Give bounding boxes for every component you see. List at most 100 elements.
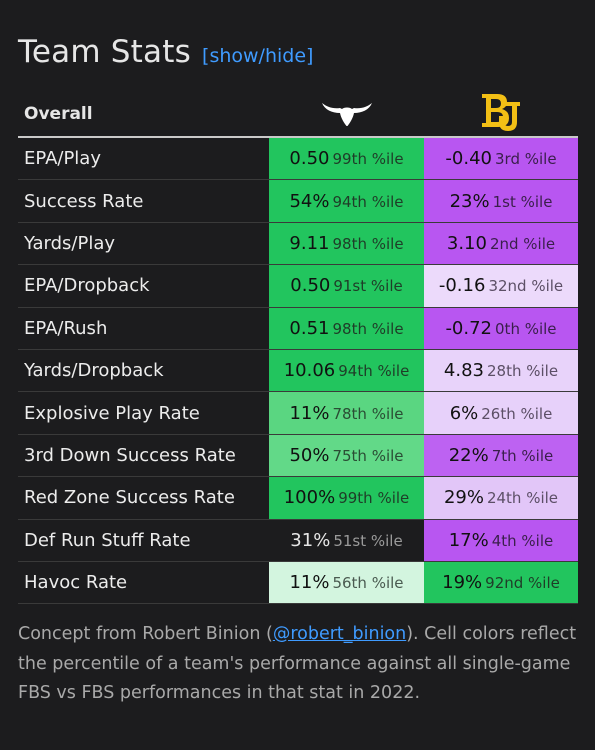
team2-stat-cell: 3.10 2nd %ile — [424, 222, 578, 266]
team2-stat-cell: 19% 92nd %ile — [424, 561, 578, 605]
stat-label: Success Rate — [18, 179, 269, 223]
table-row: Success Rate 54% 94th %ile 23% 1st %ile — [18, 179, 578, 223]
percentile-label: 3rd %ile — [495, 150, 557, 169]
title-row: Team Stats [show/hide] — [18, 34, 313, 70]
team2-stat-cell: -0.40 3rd %ile — [424, 137, 578, 181]
stat-value: 11% — [289, 402, 330, 424]
table-row: Yards/Play 9.11 98th %ile 3.10 2nd %ile — [18, 222, 578, 266]
team-stats-table: Overall EPA/Play 0.50 99th %ile -0.40 3rd %i… — [18, 92, 578, 605]
stat-value: 3.10 — [446, 232, 487, 254]
team2-stat-cell: 6% 26th %ile — [424, 391, 578, 435]
stat-value: -0.72 — [445, 317, 493, 339]
percentile-label: 92nd %ile — [485, 574, 560, 593]
footnote-text-pre: Concept from Robert Binion ( — [18, 624, 273, 644]
percentile-label: 1st %ile — [492, 192, 553, 211]
team2-stat-cell: 4.83 28th %ile — [424, 349, 578, 393]
team1-stat-cell: 50% 75th %ile — [269, 434, 424, 478]
percentile-label: 91st %ile — [333, 277, 403, 296]
table-row: Yards/Dropback 10.06 94th %ile 4.83 28th %il… — [18, 349, 578, 393]
team2-stat-cell: 23% 1st %ile — [424, 179, 578, 223]
percentile-label: 99th %ile — [338, 489, 410, 508]
stat-value: -0.16 — [438, 275, 486, 297]
stat-value: 29% — [443, 487, 484, 509]
team1-stat-cell: 0.51 98th %ile — [269, 307, 424, 350]
stat-value: -0.40 — [445, 148, 492, 170]
team2-stat-cell: -0.72 0th %ile — [424, 307, 578, 350]
percentile-label: 32nd %ile — [488, 277, 564, 296]
show-hide-toggle[interactable]: [show/hide] — [202, 45, 314, 67]
stat-label: 3rd Down Success Rate — [18, 434, 269, 478]
table-row: EPA/Play 0.50 99th %ile -0.40 3rd %ile — [18, 137, 578, 181]
stat-label: EPA/Dropback — [18, 264, 269, 308]
stat-value: 17% — [448, 529, 489, 551]
team1-stat-cell: 10.06 94th %ile — [269, 349, 424, 393]
stat-value: 100% — [283, 487, 336, 509]
stat-value: 22% — [448, 444, 489, 466]
stat-value: 0.50 — [290, 275, 331, 297]
team1-stat-cell: 0.50 99th %ile — [269, 137, 424, 181]
percentile-label: 94th %ile — [338, 362, 410, 381]
table-row: EPA/Dropback 0.50 91st %ile -0.16 32nd %ile — [18, 264, 578, 308]
percentile-label: 94th %ile — [332, 192, 404, 211]
percentile-label: 78th %ile — [332, 404, 404, 423]
stat-value: 31% — [290, 529, 331, 551]
percentile-label: 98th %ile — [332, 234, 404, 253]
team1-stat-cell: 11% 78th %ile — [269, 391, 424, 435]
percentile-label: 2nd %ile — [489, 234, 556, 253]
stat-label: Red Zone Success Rate — [18, 476, 269, 520]
stat-value: 19% — [442, 572, 483, 594]
team1-stat-cell: 31% 51st %ile — [269, 519, 424, 562]
team1-stat-cell: 54% 94th %ile — [269, 179, 424, 223]
team1-header — [269, 92, 424, 138]
stat-label: Havoc Rate — [18, 561, 269, 605]
stat-label: Explosive Play Rate — [18, 391, 269, 435]
page-title: Team Stats — [18, 34, 191, 70]
stat-label: Yards/Play — [18, 222, 269, 266]
stat-value: 9.11 — [289, 232, 330, 254]
stat-label: Yards/Dropback — [18, 349, 269, 393]
percentile-label: 51st %ile — [333, 531, 403, 550]
stat-value: 6% — [449, 402, 479, 424]
table-row: Red Zone Success Rate 100% 99th %ile 29% 24t… — [18, 476, 578, 520]
bu-logo-icon — [480, 94, 522, 136]
longhorn-logo-icon — [321, 103, 373, 132]
team2-stat-cell: -0.16 32nd %ile — [424, 264, 578, 308]
stat-value: 54% — [289, 190, 330, 212]
percentile-label: 98th %ile — [332, 319, 404, 338]
footnote-text-post: ). Cell colors reflect the percentile of… — [18, 624, 577, 703]
table-header-row: Overall — [18, 92, 578, 138]
percentile-label: 75th %ile — [332, 446, 404, 465]
team2-stat-cell: 17% 4th %ile — [424, 519, 578, 562]
stat-value: 50% — [289, 444, 330, 466]
stat-value: 23% — [449, 190, 490, 212]
stat-label: Def Run Stuff Rate — [18, 519, 269, 562]
team1-stat-cell: 9.11 98th %ile — [269, 222, 424, 266]
percentile-label: 24th %ile — [486, 489, 559, 508]
team1-stat-cell: 11% 56th %ile — [269, 561, 424, 605]
percentile-label: 56th %ile — [332, 574, 404, 593]
percentile-label: 99th %ile — [332, 150, 404, 169]
team1-stat-cell: 100% 99th %ile — [269, 476, 424, 520]
stat-value: 0.50 — [289, 148, 330, 170]
table-row: 3rd Down Success Rate 50% 75th %ile 22% 7th … — [18, 434, 578, 478]
stat-value: 10.06 — [283, 360, 336, 382]
percentile-label: 26th %ile — [481, 404, 553, 423]
stat-label: EPA/Play — [18, 137, 269, 181]
stat-label: EPA/Rush — [18, 307, 269, 350]
table-row: Explosive Play Rate 11% 78th %ile 6% 26th %i… — [18, 391, 578, 435]
stat-value: 11% — [289, 572, 330, 594]
percentile-label: 28th %ile — [487, 362, 559, 381]
percentile-label: 0th %ile — [495, 319, 557, 338]
team2-header — [424, 92, 578, 138]
stat-value: 0.51 — [289, 317, 330, 339]
footnote: Concept from Robert Binion (@robert_bini… — [18, 620, 580, 709]
robert-binion-link[interactable]: @robert_binion — [272, 624, 407, 644]
team1-stat-cell: 0.50 91st %ile — [269, 264, 424, 308]
percentile-label: 4th %ile — [491, 531, 554, 550]
team2-stat-cell: 22% 7th %ile — [424, 434, 578, 478]
stat-value: 4.83 — [443, 360, 484, 382]
team2-stat-cell: 29% 24th %ile — [424, 476, 578, 520]
percentile-label: 7th %ile — [491, 446, 554, 465]
table-row: Def Run Stuff Rate 31% 51st %ile 17% 4th %il… — [18, 519, 578, 562]
table-row: EPA/Rush 0.51 98th %ile -0.72 0th %ile — [18, 307, 578, 350]
